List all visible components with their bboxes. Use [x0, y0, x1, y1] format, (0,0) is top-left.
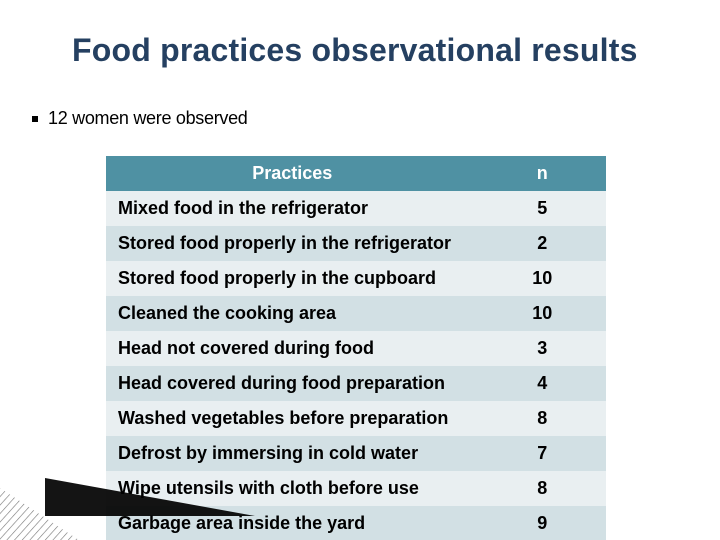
table-row: Defrost by immersing in cold water 7 — [106, 436, 606, 471]
cell-n: 8 — [478, 401, 606, 436]
hatch-decoration — [0, 398, 180, 540]
cell-n: 4 — [478, 366, 606, 401]
table-row: Head not covered during food 3 — [106, 331, 606, 366]
slide-title: Food practices observational results — [72, 32, 638, 69]
cell-n: 7 — [478, 436, 606, 471]
table-row: Stored food properly in the refrigerator… — [106, 226, 606, 261]
cell-practice: Stored food properly in the refrigerator — [106, 226, 478, 261]
cell-practice: Head not covered during food — [106, 331, 478, 366]
cell-practice: Cleaned the cooking area — [106, 296, 478, 331]
bullet-icon — [32, 116, 38, 122]
cell-practice: Stored food properly in the cupboard — [106, 261, 478, 296]
cell-n: 9 — [478, 506, 606, 540]
cell-practice: Mixed food in the refrigerator — [106, 191, 478, 226]
subtitle-row: 12 women were observed — [32, 108, 248, 129]
wedge-decoration — [45, 478, 255, 516]
table-row: Washed vegetables before preparation 8 — [106, 401, 606, 436]
table-header-practices: Practices — [106, 156, 478, 191]
table-row: Head covered during food preparation 4 — [106, 366, 606, 401]
table-header-row: Practices n — [106, 156, 606, 191]
slide: Food practices observational results 12 … — [0, 0, 720, 540]
table-row: Cleaned the cooking area 10 — [106, 296, 606, 331]
table-row: Stored food properly in the cupboard 10 — [106, 261, 606, 296]
subtitle-text: 12 women were observed — [48, 108, 248, 129]
cell-n: 10 — [478, 296, 606, 331]
table-header-n: n — [478, 156, 606, 191]
cell-n: 10 — [478, 261, 606, 296]
cell-n: 3 — [478, 331, 606, 366]
cell-n: 5 — [478, 191, 606, 226]
cell-n: 2 — [478, 226, 606, 261]
cell-n: 8 — [478, 471, 606, 506]
table-row: Mixed food in the refrigerator 5 — [106, 191, 606, 226]
cell-practice: Head covered during food preparation — [106, 366, 478, 401]
